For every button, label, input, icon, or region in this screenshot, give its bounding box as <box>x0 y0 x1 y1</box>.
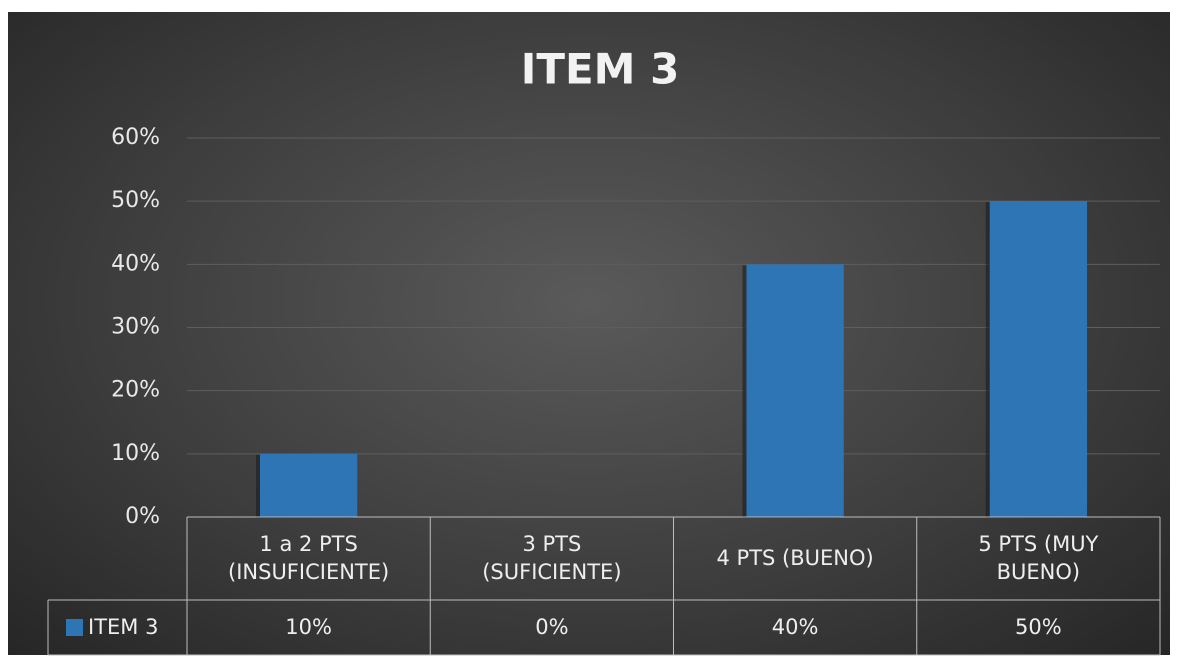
chart-background <box>8 12 1170 655</box>
data-label: 50% <box>1015 614 1062 639</box>
x-tick-label: 1 a 2 PTS (INSUFICIENTE) <box>228 532 390 584</box>
data-label: 0% <box>535 614 569 639</box>
x-tick-label: 4 PTS (BUENO) <box>716 545 874 570</box>
data-label: 40% <box>771 614 819 639</box>
y-tick-label: 30% <box>111 315 160 340</box>
x-tick-label: 5 PTS (MUY BUENO) <box>978 532 1099 584</box>
bar <box>259 453 358 517</box>
y-tick-label: 10% <box>111 441 160 466</box>
legend-label: ITEM 3 <box>88 614 159 639</box>
y-tick-label: 40% <box>111 251 160 276</box>
data-label: 10% <box>285 614 332 639</box>
y-tick-label: 20% <box>111 378 160 403</box>
chart-title: ITEM 3 <box>521 45 680 94</box>
y-tick-label: 0% <box>125 504 160 529</box>
y-tick-label: 60% <box>111 125 160 150</box>
bar <box>989 201 1088 517</box>
legend-key <box>66 619 83 636</box>
x-tick-label: 3 PTS (SUFICIENTE) <box>482 532 622 584</box>
bar <box>746 264 844 517</box>
y-tick-label: 50% <box>111 188 160 213</box>
